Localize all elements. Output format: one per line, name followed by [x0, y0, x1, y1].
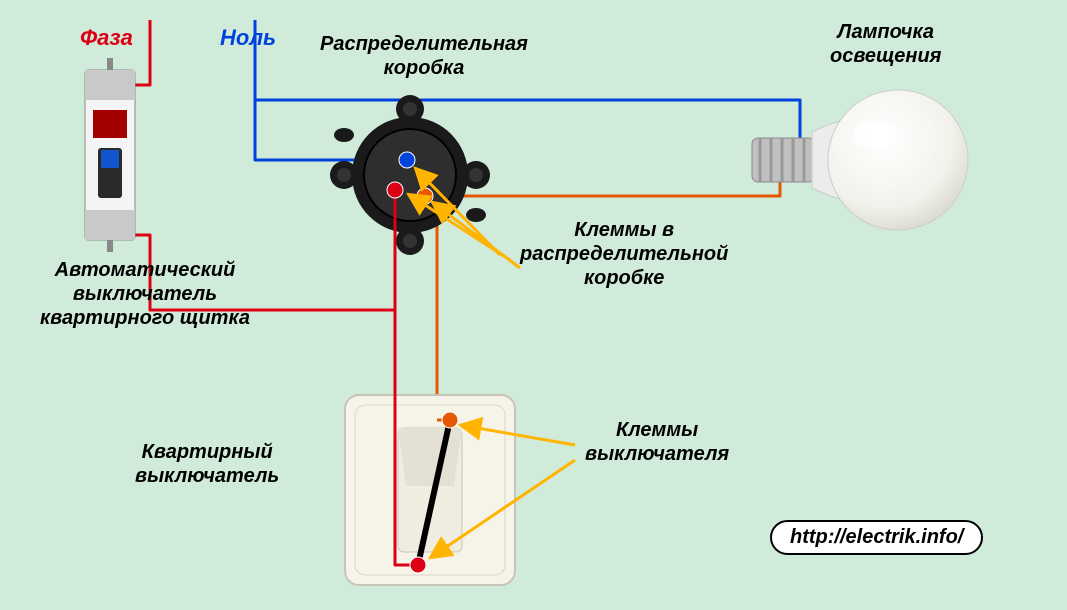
source-url-box: http://electrik.info/	[770, 520, 983, 555]
terminal-sw_top	[442, 412, 458, 428]
circuit-breaker-icon	[85, 58, 135, 252]
source-url: http://electrik.info/	[790, 526, 963, 548]
label-neutral: Ноль	[220, 25, 276, 51]
label-jbox: Распределительная коробка	[320, 32, 528, 80]
label-jterm: Клеммы в распределительной коробке	[520, 218, 728, 290]
terminal-jbox_neutral	[399, 152, 415, 168]
label-sterm: Клеммы выключателя	[585, 418, 729, 466]
label-breaker: Автоматический выключатель квартирного щ…	[40, 258, 250, 330]
label-phase: Фаза	[80, 25, 133, 51]
terminal-sw_bottom	[410, 557, 426, 573]
label-bulb: Лампочка освещения	[830, 20, 941, 68]
terminal-jbox_phase	[387, 182, 403, 198]
label-switch: Квартирный выключатель	[135, 440, 279, 488]
